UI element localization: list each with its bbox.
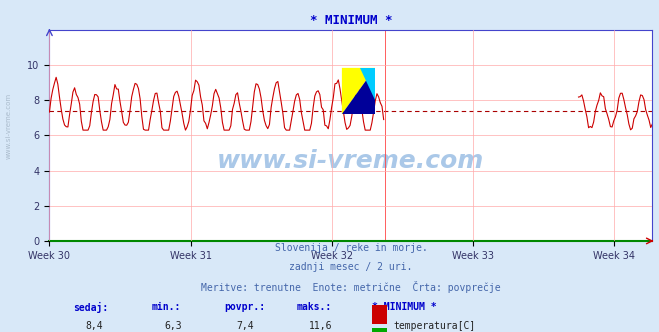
- Polygon shape: [342, 68, 375, 114]
- Text: maks.:: maks.:: [297, 302, 332, 312]
- Text: min.:: min.:: [152, 302, 181, 312]
- Bar: [372, 328, 387, 332]
- Text: * MINIMUM *: * MINIMUM *: [372, 302, 437, 312]
- Text: 6,3: 6,3: [164, 321, 182, 331]
- Title: * MINIMUM *: * MINIMUM *: [310, 14, 392, 27]
- Text: Slovenija / reke in morje.: Slovenija / reke in morje.: [275, 243, 427, 253]
- Text: www.si-vreme.com: www.si-vreme.com: [217, 149, 484, 173]
- Text: zadnji mesec / 2 uri.: zadnji mesec / 2 uri.: [289, 262, 413, 272]
- Text: sedaj:: sedaj:: [74, 302, 109, 313]
- Text: 7,4: 7,4: [237, 321, 254, 331]
- Text: 8,4: 8,4: [86, 321, 103, 331]
- Text: www.si-vreme.com: www.si-vreme.com: [5, 93, 12, 159]
- Text: 11,6: 11,6: [308, 321, 332, 331]
- Polygon shape: [342, 68, 375, 114]
- Text: temperatura[C]: temperatura[C]: [393, 321, 475, 331]
- Bar: [372, 305, 387, 324]
- Text: povpr.:: povpr.:: [224, 302, 266, 312]
- Polygon shape: [360, 68, 375, 100]
- Text: Meritve: trenutne  Enote: metrične  Črta: povprečje: Meritve: trenutne Enote: metrične Črta: …: [201, 281, 501, 292]
